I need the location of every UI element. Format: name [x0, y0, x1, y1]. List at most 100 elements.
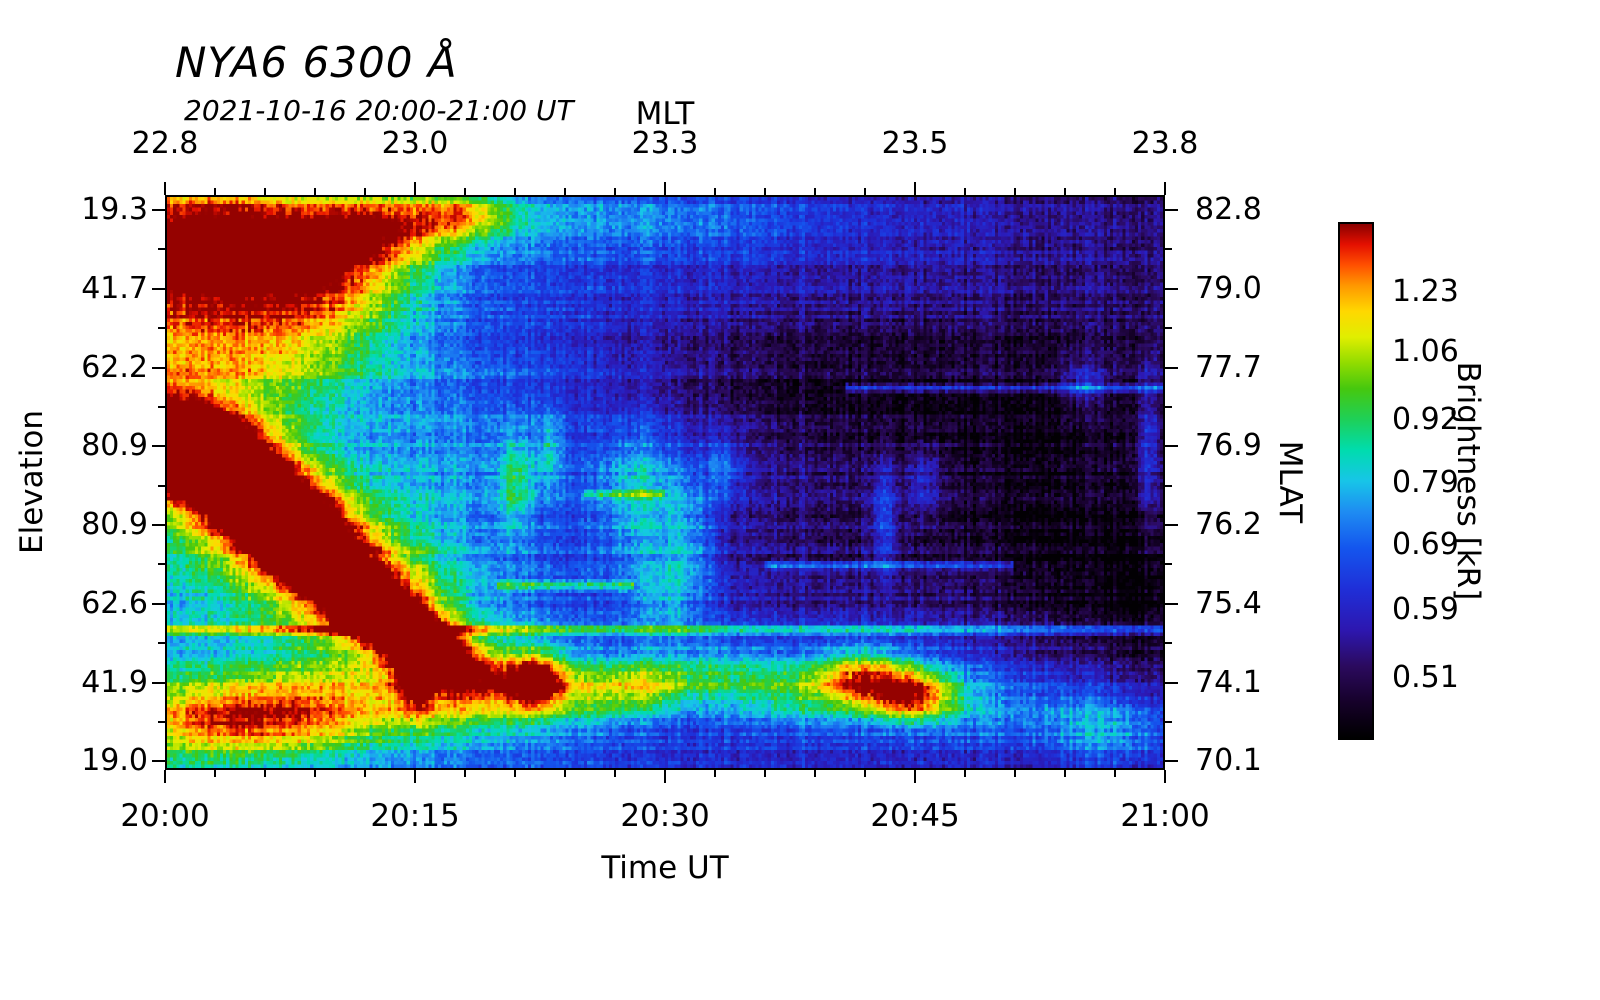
bottom-tick-label: 20:30 [620, 798, 710, 834]
left-tick-label: 62.2 [81, 349, 148, 385]
left-tick-mark [152, 681, 165, 684]
bottom-tick-mark [164, 770, 166, 783]
bottom-tick-label: 20:15 [370, 798, 460, 834]
colorbar-tick-label: 0.92 [1392, 401, 1459, 437]
top-minor-tick-mark [864, 188, 866, 195]
top-minor-tick-mark [214, 188, 216, 195]
left-tick-mark [152, 524, 165, 527]
bottom-minor-tick-mark [614, 770, 616, 777]
right-tick-label: 79.0 [1195, 270, 1262, 306]
top-minor-tick-mark [1014, 188, 1016, 195]
bottom-axis-label: Time UT [601, 850, 729, 886]
bottom-minor-tick-mark [214, 770, 216, 777]
bottom-minor-tick-mark [314, 770, 316, 777]
bottom-tick-mark [664, 770, 666, 783]
bottom-minor-tick-mark [764, 770, 766, 777]
bottom-minor-tick-mark [514, 770, 516, 777]
top-minor-tick-mark [314, 188, 316, 195]
left-minor-tick-mark [158, 248, 165, 251]
top-minor-tick-mark [464, 188, 466, 195]
left-tick-mark [152, 287, 165, 290]
top-axis-label: MLT [635, 96, 695, 132]
top-minor-tick-mark [1064, 188, 1066, 195]
top-tick-mark [1164, 182, 1166, 195]
right-tick-mark [1165, 602, 1178, 605]
left-tick-mark [152, 208, 165, 211]
top-tick-mark [914, 182, 916, 195]
colorbar-tick-label: 0.51 [1392, 659, 1459, 695]
left-tick-label: 41.7 [81, 270, 148, 306]
right-tick-label: 76.9 [1195, 428, 1262, 464]
top-minor-tick-mark [564, 188, 566, 195]
top-tick-mark [664, 182, 666, 195]
right-tick-label: 70.1 [1195, 743, 1262, 779]
right-tick-mark [1165, 524, 1178, 527]
bottom-minor-tick-mark [564, 770, 566, 777]
bottom-tick-mark [914, 770, 916, 783]
right-minor-tick-mark [1165, 720, 1172, 723]
top-minor-tick-mark [1114, 188, 1116, 195]
colorbar-tick-label: 0.69 [1392, 526, 1459, 562]
left-minor-tick-mark [158, 327, 165, 330]
bottom-minor-tick-mark [364, 770, 366, 777]
right-tick-mark [1165, 760, 1178, 763]
bottom-minor-tick-mark [1064, 770, 1066, 777]
right-tick-label: 75.4 [1195, 585, 1262, 621]
top-minor-tick-mark [814, 188, 816, 195]
left-tick-label: 41.9 [81, 664, 148, 700]
right-tick-label: 82.8 [1195, 191, 1262, 227]
top-minor-tick-mark [964, 188, 966, 195]
bottom-minor-tick-mark [264, 770, 266, 777]
top-minor-tick-mark [764, 188, 766, 195]
top-tick-label: 22.8 [131, 126, 199, 161]
right-axis-label: MLAT [1272, 440, 1308, 524]
colorbar [1338, 222, 1374, 740]
right-tick-mark [1165, 366, 1178, 369]
bottom-minor-tick-mark [1114, 770, 1116, 777]
right-minor-tick-mark [1165, 484, 1172, 487]
bottom-tick-mark [414, 770, 416, 783]
left-tick-label: 62.6 [81, 585, 148, 621]
right-minor-tick-mark [1165, 248, 1172, 251]
top-tick-label: 23.0 [381, 126, 449, 161]
top-tick-label: 23.3 [631, 126, 699, 161]
colorbar-tick-label: 1.06 [1392, 334, 1459, 370]
plot-area [165, 195, 1165, 770]
top-minor-tick-mark [614, 188, 616, 195]
top-tick-mark [164, 182, 166, 195]
top-tick-label: 23.5 [881, 126, 949, 161]
colorbar-tick-label: 0.79 [1392, 465, 1459, 501]
right-minor-tick-mark [1165, 642, 1172, 645]
right-minor-tick-mark [1165, 563, 1172, 566]
top-tick-mark [414, 182, 416, 195]
bottom-minor-tick-mark [1014, 770, 1016, 777]
top-minor-tick-mark [364, 188, 366, 195]
right-tick-mark [1165, 208, 1178, 211]
right-tick-label: 76.2 [1195, 507, 1262, 543]
figure-title: NYA6 6300 Å [175, 38, 458, 87]
right-minor-tick-mark [1165, 327, 1172, 330]
top-minor-tick-mark [264, 188, 266, 195]
bottom-minor-tick-mark [864, 770, 866, 777]
left-tick-label: 80.9 [81, 507, 148, 543]
left-minor-tick-mark [158, 720, 165, 723]
left-tick-mark [152, 366, 165, 369]
left-tick-mark [152, 445, 165, 448]
bottom-minor-tick-mark [714, 770, 716, 777]
bottom-tick-label: 20:00 [120, 798, 210, 834]
right-tick-mark [1165, 681, 1178, 684]
bottom-tick-mark [1164, 770, 1166, 783]
bottom-minor-tick-mark [964, 770, 966, 777]
right-minor-tick-mark [1165, 405, 1172, 408]
left-minor-tick-mark [158, 405, 165, 408]
left-tick-label: 19.3 [81, 191, 148, 227]
bottom-minor-tick-mark [464, 770, 466, 777]
left-minor-tick-mark [158, 484, 165, 487]
left-tick-label: 80.9 [81, 428, 148, 464]
right-tick-mark [1165, 445, 1178, 448]
right-tick-mark [1165, 287, 1178, 290]
bottom-minor-tick-mark [814, 770, 816, 777]
top-tick-label: 23.8 [1131, 126, 1199, 161]
heatmap-canvas [167, 197, 1163, 768]
